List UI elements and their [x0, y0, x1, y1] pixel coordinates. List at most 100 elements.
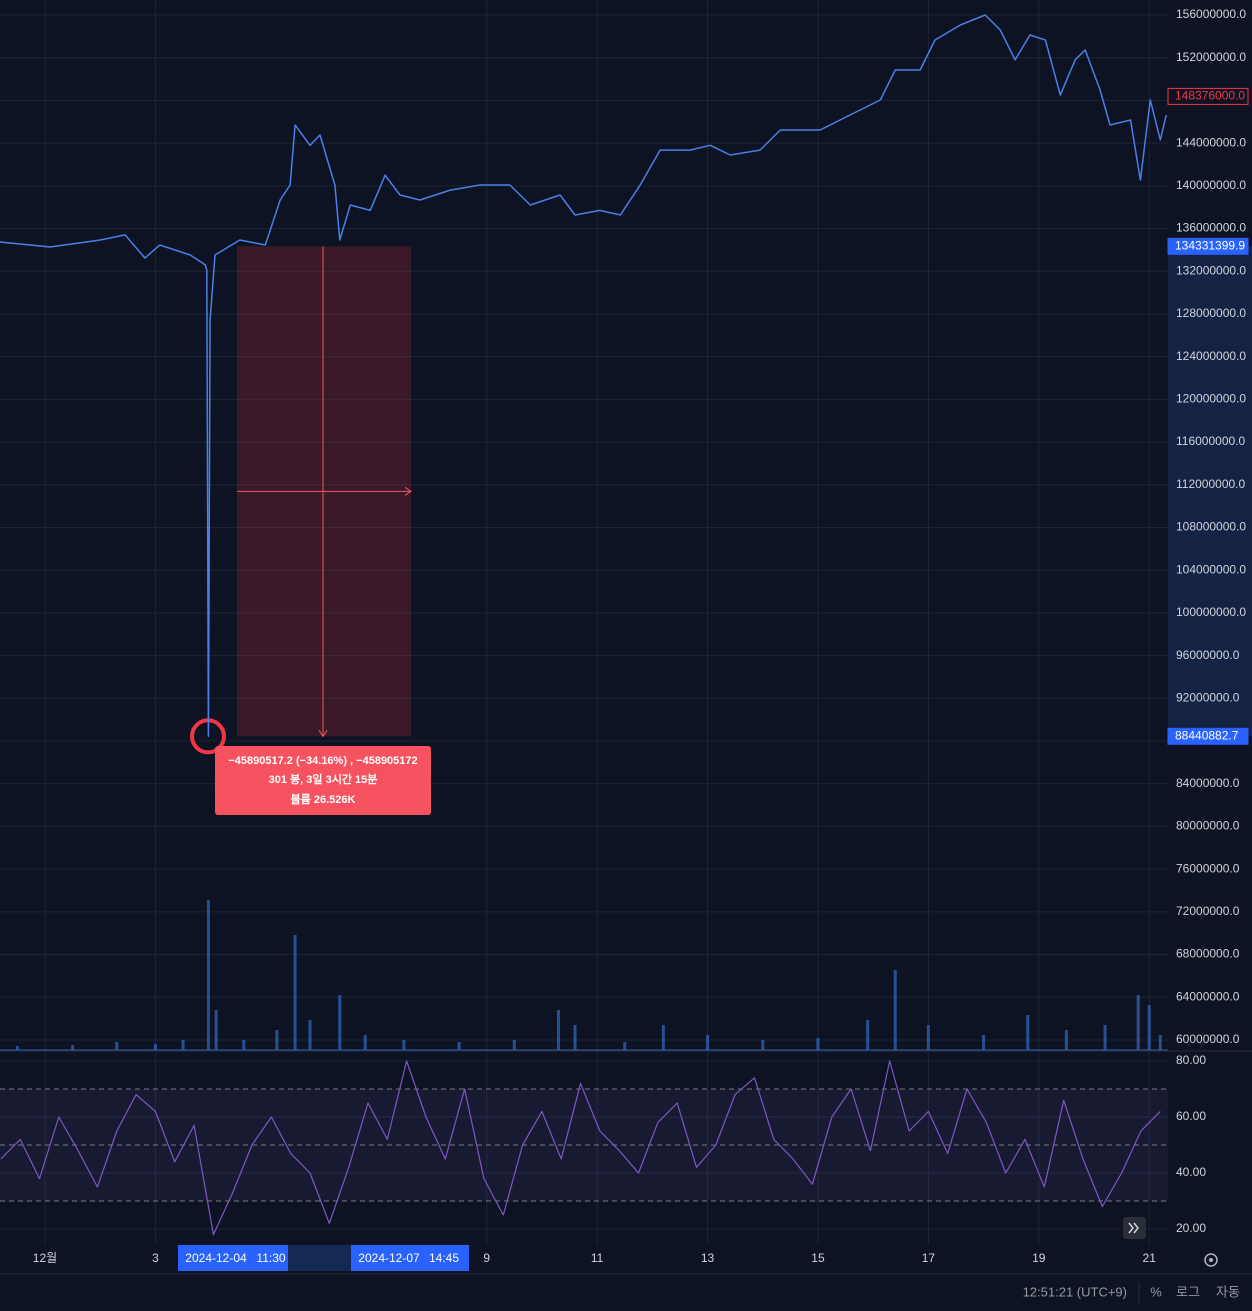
volume-bar	[926, 1025, 930, 1050]
price-label-box	[1167, 727, 1249, 745]
range-start-box	[178, 1245, 288, 1271]
rsi-tick-label: 80.00	[1176, 1053, 1206, 1067]
y-tick-label: 144000000.0	[1176, 135, 1246, 149]
y-tick-label: 156000000.0	[1176, 7, 1246, 21]
range-end-box	[351, 1245, 469, 1271]
x-tick-label: 17	[922, 1251, 936, 1265]
y-tick-label: 64000000.0	[1176, 989, 1240, 1003]
volume-bar	[293, 935, 297, 1050]
rsi-line	[0, 1060, 1161, 1236]
y-tick-label: 72000000.0	[1176, 904, 1240, 918]
y-tick-label: 116000000.0	[1176, 434, 1246, 448]
volume-bar	[556, 1010, 560, 1050]
y-tick-label: 124000000.0	[1176, 349, 1246, 363]
price-line	[0, 14, 1168, 738]
x-tick-label: 13	[701, 1251, 715, 1265]
range-end-time: 14:45	[429, 1251, 459, 1265]
x-tick-label: 15	[811, 1251, 825, 1265]
volume-bar	[706, 1035, 710, 1050]
volume-bar	[623, 1042, 627, 1050]
volume-bar	[1026, 1015, 1030, 1050]
volume-bar	[275, 1030, 279, 1050]
volume-bar	[1136, 995, 1140, 1050]
settings-button[interactable]	[1204, 1253, 1218, 1267]
x-tick-label: 3	[152, 1251, 159, 1265]
x-tick-label: 9	[483, 1251, 490, 1265]
y-tick-label: 92000000.0	[1176, 690, 1240, 704]
volume-bar	[512, 1040, 516, 1050]
volume-bar	[661, 1025, 665, 1050]
price-label-box	[1167, 87, 1249, 105]
price-label: 134331399.9	[1175, 239, 1245, 253]
y-tick-label: 140000000.0	[1176, 178, 1246, 192]
volume-bar	[1103, 1025, 1107, 1050]
y-tick-label: 108000000.0	[1176, 520, 1246, 534]
measure-line1: −45890517.2 (−34.16%) , −458905172	[228, 755, 417, 767]
y-tick-label: 132000000.0	[1176, 263, 1246, 277]
range-start-time: 11:30	[256, 1251, 285, 1265]
y-tick-label: 60000000.0	[1176, 1032, 1240, 1046]
x-tick-label: 21	[1143, 1251, 1157, 1265]
y-tick-label: 76000000.0	[1176, 861, 1240, 875]
x-tick-label: 11	[591, 1251, 604, 1265]
y-tick-label: 128000000.0	[1176, 306, 1246, 320]
y-tick-label: 68000000.0	[1176, 947, 1240, 961]
settings-icon-dot	[1209, 1258, 1213, 1262]
x-tick-label: 19	[1032, 1251, 1046, 1265]
price-label: 88440882.7	[1175, 728, 1239, 742]
rsi-tick-label: 60.00	[1176, 1109, 1206, 1123]
y-tick-label: 112000000.0	[1176, 477, 1246, 491]
volume-bar	[242, 1040, 246, 1050]
y-tick-label: 80000000.0	[1176, 819, 1240, 833]
volume-bar	[363, 1035, 367, 1050]
measure-arrow-down	[318, 730, 328, 738]
y-tick-label: 120000000.0	[1176, 392, 1246, 406]
volume-bar	[761, 1040, 765, 1050]
volume-bar	[308, 1020, 312, 1050]
y-tick-label: 104000000.0	[1176, 562, 1246, 576]
range-end-date: 2024-12-07	[358, 1251, 420, 1265]
measure-line3: 볼륨 26.526K	[291, 793, 356, 806]
range-start-date: 2024-12-04	[185, 1251, 247, 1265]
volume-bar	[982, 1035, 986, 1050]
percent-toggle[interactable]: %	[1150, 1284, 1162, 1299]
y-tick-label: 100000000.0	[1176, 605, 1246, 619]
scroll-button-bg	[1123, 1217, 1146, 1239]
x-range-highlight	[288, 1245, 351, 1271]
auto-toggle[interactable]: 자동	[1216, 1284, 1240, 1299]
volume-bar	[1064, 1030, 1068, 1050]
measure-arrow-right	[404, 486, 412, 496]
volume-bar	[816, 1038, 820, 1050]
volume-bar	[153, 1044, 157, 1050]
volume-bar	[214, 1010, 218, 1050]
y-tick-label: 84000000.0	[1176, 776, 1240, 790]
settings-icon	[1204, 1253, 1218, 1267]
scroll-right-button[interactable]	[1123, 1217, 1146, 1239]
y-tick-label: 96000000.0	[1176, 648, 1240, 662]
measure-tool: −45890517.2 (−34.16%) , −458905172 301 봉…	[190, 246, 431, 815]
volume-bar	[206, 900, 210, 1050]
price-label-box	[1167, 237, 1249, 255]
volume-bar	[181, 1040, 185, 1050]
x-tick-label: 12월	[33, 1251, 57, 1265]
volume-bar	[15, 1046, 19, 1050]
volume-bar	[402, 1040, 406, 1050]
y-tick-label: 152000000.0	[1176, 50, 1246, 64]
volume-bar	[457, 1042, 461, 1050]
volume-bar	[71, 1045, 75, 1050]
y-tick-label: 136000000.0	[1176, 221, 1246, 235]
scroll-icon	[1128, 1222, 1139, 1234]
log-toggle[interactable]: 로그	[1176, 1284, 1200, 1299]
volume-bar	[893, 970, 897, 1050]
rsi-tick-label: 20.00	[1176, 1221, 1206, 1235]
volume-bar	[573, 1025, 577, 1050]
volume-bar	[866, 1020, 870, 1050]
measure-tooltip	[215, 746, 431, 815]
volume-bar	[338, 995, 342, 1050]
rsi-tick-label: 40.00	[1176, 1165, 1206, 1179]
clock: 12:51:21 (UTC+9)	[1023, 1284, 1127, 1299]
volume-bar	[1147, 1005, 1151, 1050]
axis-range-highlight	[1168, 246, 1252, 736]
